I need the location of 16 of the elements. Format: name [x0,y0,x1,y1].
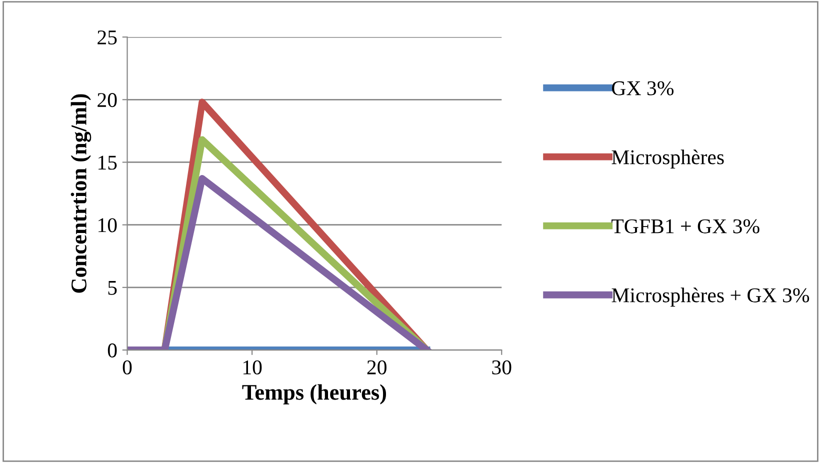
y-tick-label: 20 [98,93,117,108]
x-tick-label: 0 [122,360,132,374]
y-axis-title: Concentrtion (ng/ml) [70,94,92,293]
x-tick-label: 10 [243,360,262,374]
legend-label: TGFB1 + GX 3% [612,219,760,234]
legend-label: GX 3% [612,81,674,96]
y-tick-label: 25 [98,30,117,44]
legend-label: Microsphères [612,150,724,169]
legend-label: Microsphères + GX 3% [612,288,810,307]
x-tick-label: 30 [492,360,512,374]
y-tick-label: 15 [98,156,117,170]
x-axis-title: Temps (heures) [242,384,386,404]
x-tick-label: 20 [367,360,386,374]
y-tick-label: 10 [98,218,117,232]
y-tick-label: 0 [108,343,117,358]
y-tick-label: 5 [108,281,117,295]
